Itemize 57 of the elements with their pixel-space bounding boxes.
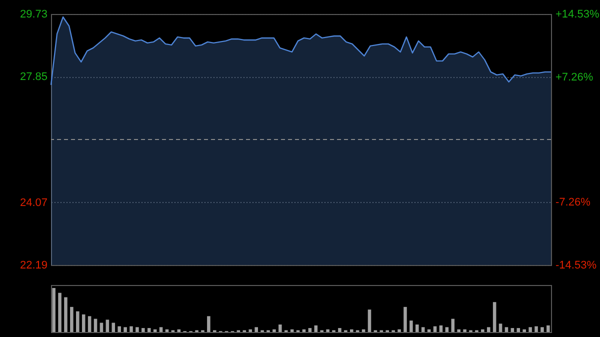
- bar: [254, 327, 258, 332]
- bar: [522, 329, 526, 332]
- bar: [52, 288, 56, 332]
- bar: [272, 329, 276, 332]
- bar: [510, 328, 514, 332]
- bar: [516, 328, 520, 332]
- bar: [118, 326, 121, 332]
- bar: [147, 328, 151, 332]
- bar: [106, 320, 110, 332]
- y-tick-label: 29.73: [20, 8, 48, 20]
- y-tick-label: 27.85: [20, 71, 48, 84]
- y2-tick-label: -14.53%: [556, 260, 597, 272]
- bar: [142, 328, 145, 332]
- bar: [314, 325, 318, 332]
- bar: [410, 320, 413, 332]
- y2-tick-label: +7.26%: [556, 71, 594, 84]
- bar: [76, 311, 80, 332]
- bar: [421, 327, 425, 332]
- y-tick-label: 22.19: [20, 260, 48, 272]
- bar: [528, 327, 532, 332]
- bar: [368, 310, 372, 332]
- bar: [278, 324, 282, 332]
- bar: [463, 329, 466, 332]
- bar: [445, 327, 449, 332]
- bar: [451, 318, 455, 332]
- bar: [439, 325, 443, 332]
- bar: [404, 306, 407, 332]
- bar: [159, 327, 163, 332]
- bar: [498, 324, 502, 332]
- bar: [88, 316, 92, 332]
- bar: [350, 329, 354, 332]
- bar: [540, 327, 544, 332]
- bar: [457, 329, 460, 332]
- bar: [248, 329, 252, 332]
- bar: [326, 329, 330, 332]
- bar: [207, 316, 210, 332]
- bar: [70, 306, 74, 332]
- bar: [534, 326, 538, 332]
- bar: [416, 324, 419, 332]
- bar: [58, 292, 62, 332]
- bar: [94, 318, 98, 332]
- bar: [546, 325, 550, 332]
- bar: [308, 328, 312, 332]
- y2-tick-label: +14.53%: [556, 8, 600, 20]
- bar: [130, 326, 133, 332]
- bar: [481, 329, 484, 332]
- bar: [124, 327, 127, 332]
- bar: [82, 314, 86, 332]
- bar: [486, 327, 490, 332]
- bar: [136, 327, 139, 332]
- y-tick-label: 24.07: [20, 196, 48, 209]
- y2-tick-label: -7.26%: [556, 196, 591, 209]
- bar: [492, 302, 496, 332]
- bar: [398, 329, 401, 332]
- bar: [64, 297, 68, 332]
- bar: [504, 327, 508, 332]
- bar: [338, 328, 342, 332]
